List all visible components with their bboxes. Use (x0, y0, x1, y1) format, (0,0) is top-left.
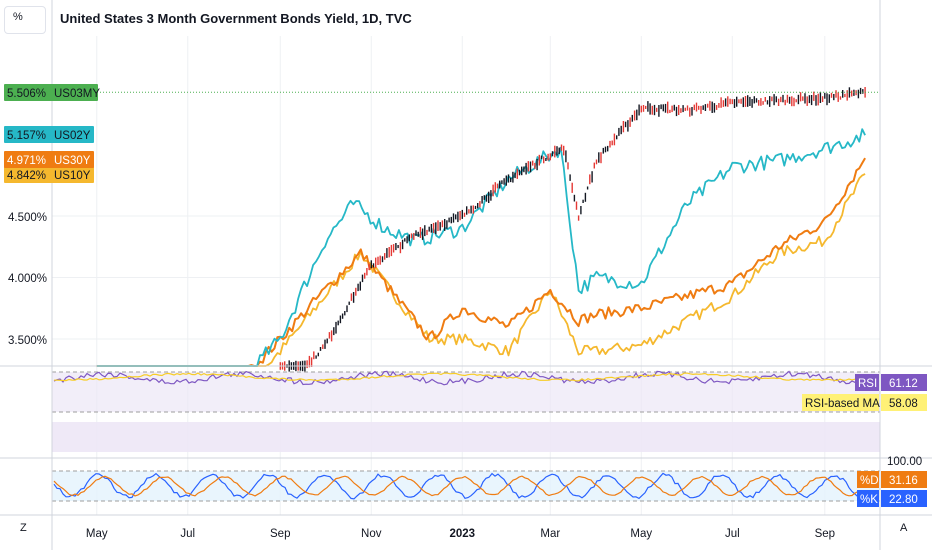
x-tick-label: Sep (815, 528, 835, 540)
x-tick-label: Sep (270, 528, 290, 540)
stoch-pane[interactable] (53, 472, 859, 500)
tag-rsi-ma-name-bg (802, 394, 879, 411)
tag-us03my-name: US03MY (54, 88, 100, 100)
tag-us02y-bg (4, 126, 94, 143)
auto-scale-button[interactable]: A (900, 522, 908, 534)
tag-stoch-k-value: 22.80 (889, 494, 918, 506)
y-tick-label: 4.000% (8, 273, 47, 285)
rsi-line (53, 370, 859, 386)
x-tick-label: 2023 (449, 528, 475, 540)
tag-stoch-k-name-bg (857, 490, 879, 507)
stoch-y-tick-label: 100.00 (887, 456, 922, 468)
tag-stoch-d[interactable]: %D 31.16 (857, 471, 927, 488)
tag-rsi-ma[interactable]: RSI-based MA 58.08 (802, 394, 927, 411)
tag-stoch-d-name-bg (857, 471, 879, 488)
tag-stoch-k[interactable]: %K 22.80 (857, 490, 927, 507)
tag-us02y-value: 5.157% (7, 130, 46, 142)
tag-us03my-value: 5.506% (7, 88, 46, 100)
percent-scale-button[interactable]: % (4, 6, 46, 34)
x-tick-label: Nov (361, 528, 382, 540)
tag-stoch-d-value-bg (881, 471, 927, 488)
tag-rsi[interactable]: RSI 61.12 (855, 374, 927, 391)
rsi-ma-line (53, 372, 859, 382)
tag-us10y[interactable]: 4.842% US10Y (4, 166, 94, 183)
stoch-band (52, 471, 880, 501)
tag-us02y-name: US02Y (54, 130, 91, 142)
tag-us30y-value: 4.971% (7, 155, 46, 167)
main-pane[interactable] (52, 87, 880, 372)
tag-us10y-value: 4.842% (7, 170, 46, 182)
y-tick-label: 3.500% (8, 335, 47, 347)
tag-us10y-name: US10Y (54, 170, 91, 182)
x-tick-label: May (86, 528, 108, 540)
zoom-reset-button[interactable]: Z (20, 522, 27, 534)
y-tick-label: 4.500% (8, 212, 47, 224)
x-tick-label: Mar (540, 528, 560, 540)
x-axis[interactable]: May Jul Sep Nov 2023 Mar May Jul Sep (86, 528, 835, 540)
tag-rsi-name-bg (855, 374, 879, 391)
tag-stoch-d-value: 31.16 (889, 475, 918, 487)
tag-stoch-k-name: %K (860, 494, 878, 506)
stoch-d-line (53, 475, 859, 497)
tag-us30y-name: US30Y (54, 155, 91, 167)
tag-stoch-k-value-bg (881, 490, 927, 507)
tag-stoch-d-name: %D (860, 475, 879, 487)
tag-rsi-value: 61.12 (889, 378, 918, 390)
chart-title: United States 3 Month Government Bonds Y… (60, 11, 412, 26)
tag-rsi-ma-value: 58.08 (889, 398, 918, 410)
tag-rsi-name: RSI (858, 378, 877, 390)
stoch-k-line (53, 472, 859, 500)
tag-us02y[interactable]: 5.157% US02Y (4, 126, 94, 143)
x-tick-label: Jul (725, 528, 740, 540)
tag-rsi-ma-value-bg (881, 394, 927, 411)
tag-us30y-bg (4, 151, 94, 168)
x-tick-label: May (630, 528, 652, 540)
tag-rsi-ma-name: RSI-based MA (805, 398, 880, 410)
rsi-pane[interactable] (53, 370, 859, 386)
tag-us03my-bg (4, 84, 98, 101)
x-tick-label: Jul (180, 528, 195, 540)
tag-rsi-value-bg (881, 374, 927, 391)
tag-us30y[interactable]: 4.971% US30Y (4, 151, 94, 168)
rsi-band (52, 372, 880, 412)
tag-us03my[interactable]: 5.506% US03MY (4, 84, 100, 101)
rsi-lower-band (52, 422, 880, 452)
tag-us10y-bg (4, 166, 94, 183)
